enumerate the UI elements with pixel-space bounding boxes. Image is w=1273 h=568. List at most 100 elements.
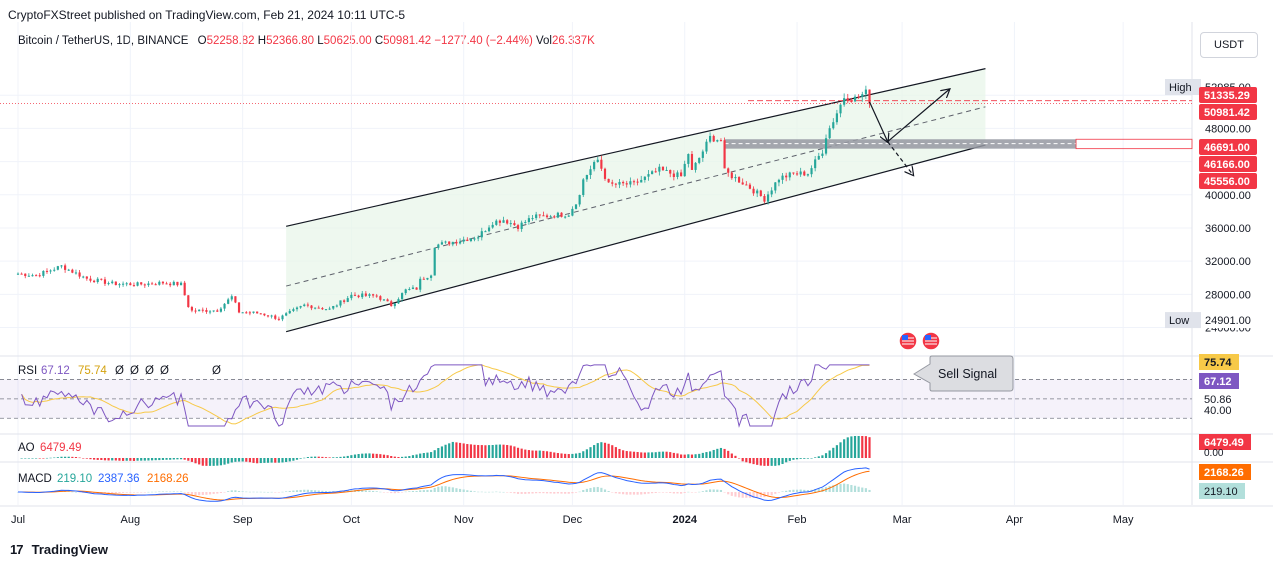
macd-hist-bar	[502, 491, 505, 493]
candle-body	[190, 307, 194, 311]
price-tag-value: 50981.42	[1204, 107, 1250, 119]
ao-bar	[67, 456, 70, 458]
macd-hist-bar	[752, 492, 755, 498]
macd-hist-bar	[259, 491, 262, 493]
macd-value: 2387.36	[98, 473, 140, 485]
ao-bar	[266, 458, 270, 463]
macd-hist-bar	[835, 484, 838, 492]
macd-hist-bar	[560, 492, 563, 494]
macd-hist-bar	[71, 491, 74, 493]
ao-bar	[433, 450, 436, 458]
candle-body	[194, 310, 197, 312]
ao-bar	[730, 453, 733, 458]
macd-hist-bar	[741, 492, 744, 498]
candle-body	[440, 242, 444, 245]
candle-body	[400, 293, 404, 300]
candle-body	[734, 177, 737, 179]
currency-button[interactable]: USDT	[1200, 32, 1258, 58]
candle-body	[495, 220, 498, 225]
ao-bar	[270, 458, 273, 463]
macd-hist-bar	[607, 491, 610, 492]
ao-bar	[288, 458, 291, 462]
candle-body	[785, 175, 788, 178]
macd-signal-value: 2168.26	[147, 473, 189, 485]
ao-bar	[241, 458, 244, 462]
ao-bar	[868, 437, 871, 458]
candle-body	[527, 218, 530, 223]
ao-bar	[183, 458, 186, 460]
candle-body	[806, 174, 810, 176]
macd-hist-bar	[669, 492, 672, 493]
ao-bar	[603, 442, 607, 458]
macd-hist-bar	[571, 492, 574, 494]
ao-bar	[498, 444, 502, 458]
candle-body	[853, 96, 857, 102]
candle-body	[690, 154, 694, 170]
ao-bar	[574, 453, 578, 458]
candle-body	[71, 269, 74, 273]
macd-hist-bar	[480, 491, 483, 493]
ao-bar	[777, 458, 781, 466]
candle-body	[339, 300, 342, 306]
macd-hist-bar	[622, 492, 625, 495]
ao-bar	[665, 451, 668, 458]
candle-body	[201, 309, 204, 311]
macd-hist-bar	[868, 489, 871, 492]
candle-body	[665, 169, 668, 171]
macd-hist-bar	[600, 487, 603, 492]
ao-bar	[107, 458, 110, 461]
ao-bar	[317, 456, 320, 458]
macd-hist-bar	[263, 491, 266, 493]
macd-hist-bar	[864, 488, 867, 492]
candle-body	[205, 310, 208, 312]
ao-bar	[118, 458, 121, 461]
macd-hist-bar	[241, 491, 244, 492]
candle-body	[607, 178, 610, 183]
tradingview-logo[interactable]: 17 TradingView	[10, 542, 108, 557]
candle-body	[306, 304, 309, 306]
price-axis-tick: 48000.00	[1205, 123, 1251, 135]
ao-bar	[466, 444, 469, 458]
macd-hist-bar	[93, 492, 96, 494]
candle-body	[676, 172, 679, 177]
ao-bar	[705, 452, 708, 458]
candle-body	[680, 172, 683, 177]
candle-body	[107, 283, 110, 285]
macd-hist-bar	[187, 492, 190, 494]
ao-bar	[556, 453, 559, 458]
macd-hist-bar	[419, 490, 422, 492]
macd-hist-bar	[458, 488, 462, 492]
open-label: O	[197, 35, 207, 47]
candle-body	[103, 279, 107, 284]
candle-body	[795, 173, 799, 175]
macd-hist-bar	[629, 492, 632, 495]
candle-body	[473, 238, 476, 240]
ao-bar	[444, 444, 447, 458]
ao-bar	[737, 458, 741, 459]
ao-title: AO	[18, 442, 35, 454]
macd-hist-bar	[632, 492, 636, 495]
ao-value: 6479.49	[40, 442, 82, 454]
candle-body	[285, 313, 288, 316]
candle-body	[154, 284, 157, 286]
candle-body	[466, 239, 469, 242]
macd-hist-bar	[78, 492, 81, 493]
candle-body	[96, 278, 99, 283]
ao-bar	[190, 458, 194, 462]
macd-hist-bar	[368, 490, 371, 492]
candle-body	[502, 220, 505, 223]
candle-body	[227, 299, 230, 304]
ao-bar	[176, 458, 179, 460]
price-tag-value: 46691.00	[1204, 142, 1250, 154]
candle-body	[810, 168, 813, 175]
candle-body	[814, 159, 817, 169]
ao-bar	[100, 458, 103, 461]
candle-body	[462, 239, 465, 242]
macd-hist-bar	[636, 492, 639, 495]
candle-body	[803, 171, 806, 176]
symbol-name[interactable]: Bitcoin / TetherUS, 1D, BINANCE	[18, 35, 189, 47]
candle-body	[317, 307, 320, 309]
candle-body	[140, 282, 143, 285]
macd-hist-bar	[792, 489, 795, 492]
